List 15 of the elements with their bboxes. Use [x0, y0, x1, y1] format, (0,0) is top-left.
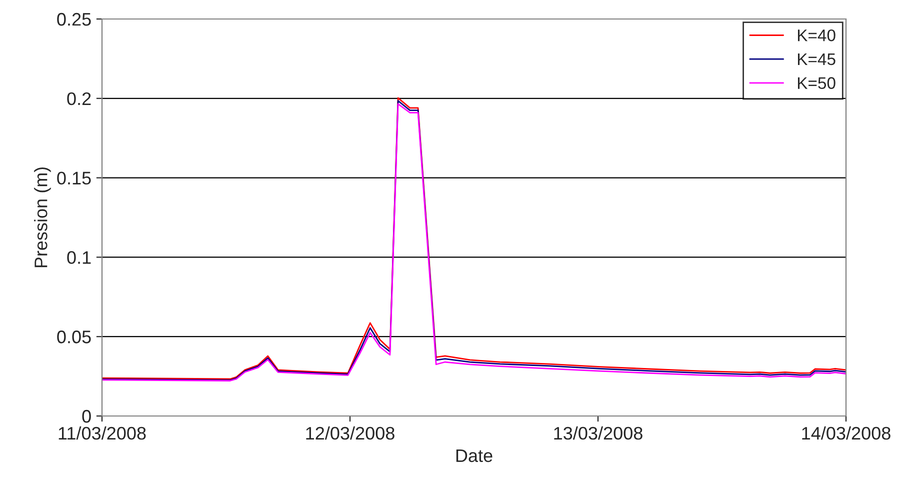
legend-label: K=40: [798, 29, 836, 42]
x-tick-label: 12/03/2008: [306, 426, 394, 440]
y-tick-label: 0.05: [57, 330, 91, 344]
legend-label: K=50: [798, 77, 836, 89]
y-tick-label: 0.1: [67, 251, 91, 264]
x-axis-title: Date: [456, 449, 492, 462]
legend-label: K=45: [798, 53, 836, 66]
x-tick-label: 11/03/2008: [58, 426, 146, 440]
y-tick-label: 0: [82, 410, 91, 423]
x-tick-label: 13/03/2008: [554, 426, 642, 440]
y-tick-label: 0.25: [57, 12, 91, 26]
y-tick-label: 0.2: [67, 92, 91, 106]
x-tick-label: 14/03/2008: [802, 426, 890, 440]
y-axis-title: Pression (m): [34, 167, 51, 268]
y-tick-label: 0.15: [57, 172, 91, 185]
